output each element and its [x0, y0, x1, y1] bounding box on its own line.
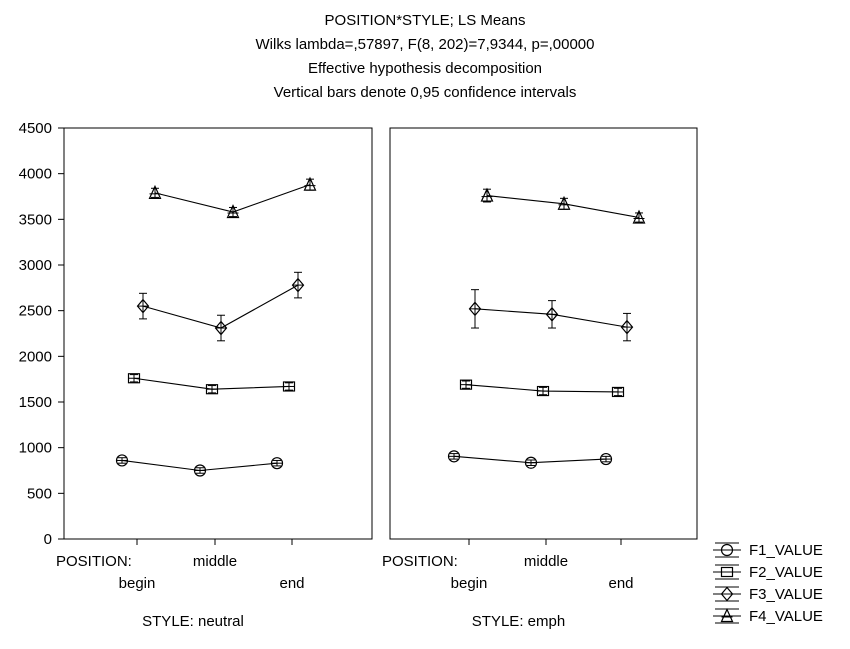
panel-label: STYLE: emph [472, 613, 565, 630]
data-point-triangle [632, 209, 646, 224]
chart-title-line-1: POSITION*STYLE; LS Means [324, 12, 526, 29]
data-point-diamond [214, 320, 228, 336]
legend-label: F4_VALUE [749, 608, 823, 625]
x-category-label: begin [451, 575, 488, 592]
y-tick-label: 0 [44, 531, 52, 548]
x-category-label: end [279, 575, 304, 592]
data-point-diamond [468, 301, 482, 317]
y-tick-label: 1500 [19, 394, 52, 411]
legend-label: F1_VALUE [749, 542, 823, 559]
legend-label: F3_VALUE [749, 586, 823, 603]
x-category-label: middle [524, 553, 568, 570]
data-point-diamond [720, 586, 734, 602]
chart-title-line-4: Vertical bars denote 0,95 confidence int… [273, 84, 577, 101]
x-category-label: end [608, 575, 633, 592]
panel-frame [389, 127, 698, 540]
panel-frame [63, 127, 373, 540]
x-factor-label: POSITION: [56, 553, 132, 570]
data-point-triangle [148, 184, 162, 199]
data-point-triangle [720, 608, 734, 623]
chart-title-line-2: Wilks lambda=,57897, F(8, 202)=7,9344, p… [255, 36, 595, 53]
series-line-f3-value [474, 308, 628, 328]
y-tick-label: 4500 [19, 120, 52, 137]
y-tick-label: 500 [27, 485, 52, 502]
y-tick-label: 2500 [19, 303, 52, 320]
chart-title-line-3: Effective hypothesis decomposition [307, 60, 543, 77]
data-point-diamond [136, 298, 150, 314]
y-tick-label: 3000 [19, 257, 52, 274]
y-tick-label: 4000 [19, 166, 52, 183]
data-point-diamond [545, 306, 559, 322]
data-point-diamond [291, 277, 305, 293]
legend-label: F2_VALUE [749, 564, 823, 581]
data-point-triangle [480, 187, 494, 202]
y-tick-label: 3500 [19, 211, 52, 228]
y-tick-label: 1000 [19, 440, 52, 457]
x-category-label: middle [193, 553, 237, 570]
x-category-label: begin [119, 575, 156, 592]
y-tick-label: 2000 [19, 348, 52, 365]
data-point-diamond [620, 319, 634, 335]
data-point-triangle [557, 195, 571, 210]
x-factor-label: POSITION: [382, 553, 458, 570]
panel-label: STYLE: neutral [142, 613, 244, 630]
data-point-triangle [226, 204, 240, 219]
data-point-triangle [303, 176, 317, 191]
